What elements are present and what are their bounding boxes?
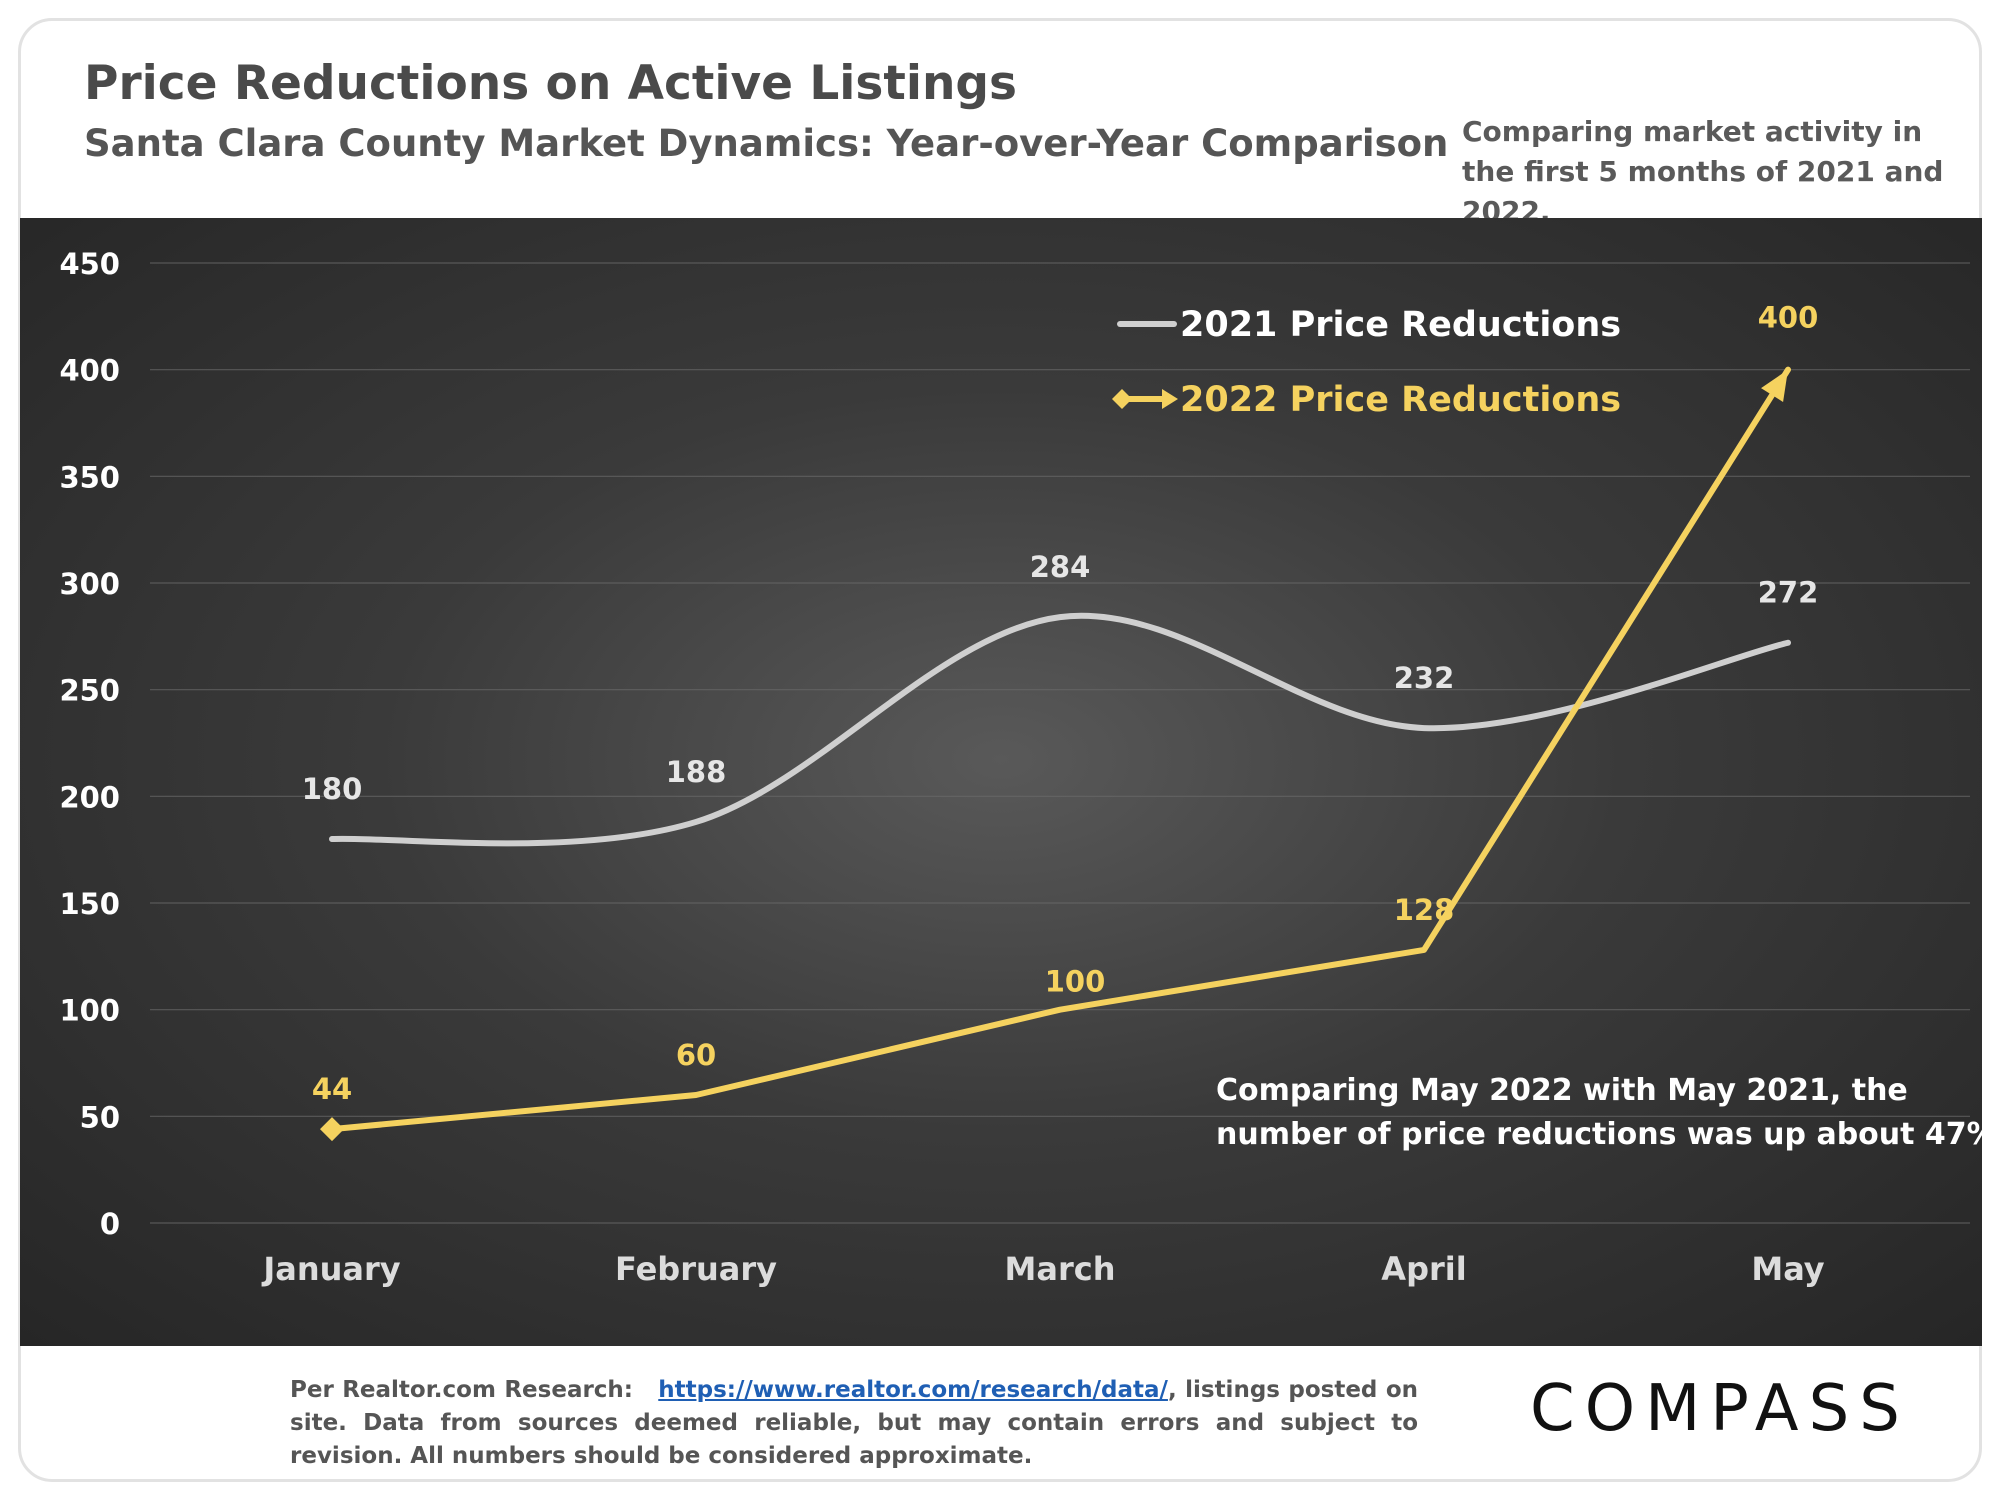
data-label-2021: 180: [302, 772, 363, 806]
annotation-text: Comparing May 2022 with May 2021, the num…: [1216, 1073, 1982, 1152]
y-tick-label: 450: [59, 247, 120, 281]
data-label-2021: 188: [666, 755, 727, 789]
y-tick-label: 0: [100, 1207, 120, 1241]
legend-diamond-2022: [1112, 389, 1132, 409]
data-label-2022: 44: [312, 1072, 352, 1106]
x-tick-label: April: [1381, 1250, 1466, 1288]
x-tick-label: May: [1751, 1250, 1824, 1288]
x-tick-label: January: [261, 1250, 400, 1288]
legend-arrow-2022: [1162, 389, 1178, 409]
source-suffix: , listings posted on site. Data from sou…: [290, 1377, 1418, 1469]
data-label-2021: 284: [1030, 550, 1091, 584]
source-link[interactable]: https://www.realtor.com/research/data/: [658, 1377, 1168, 1403]
line-chart: 0 50 100 150 200 250 300 350 400 450 January Februa…: [59, 247, 1982, 1288]
x-tick-label: March: [1005, 1250, 1116, 1288]
data-label-2022: 60: [676, 1038, 716, 1072]
chart-title: Price Reductions on Active Listings: [84, 56, 1018, 111]
legend-label-2022: 2022 Price Reductions: [1180, 380, 1621, 420]
annotation-line-1: Comparing May 2022 with May 2021, the: [1216, 1073, 1908, 1108]
y-tick-label: 250: [59, 674, 120, 708]
compass-logo: COMPASS: [1530, 1372, 1910, 1446]
y-tick-label: 200: [59, 780, 120, 814]
x-tick-label: February: [615, 1250, 777, 1288]
data-label-2021: 272: [1758, 576, 1819, 610]
series-line-1: [329, 612, 1791, 847]
series-start-marker: [320, 1117, 344, 1142]
y-tick-label: 350: [59, 460, 120, 494]
y-tick-label: 50: [80, 1100, 120, 1134]
y-tick-label: 300: [59, 567, 120, 601]
data-label-2022: 400: [1758, 301, 1819, 335]
data-label-2022: 128: [1394, 893, 1455, 927]
legend-label-2021: 2021 Price Reductions: [1180, 305, 1621, 345]
series-end-arrow: [1761, 369, 1788, 402]
source-footnote: Per Realtor.com Research: https://www.re…: [290, 1374, 1418, 1473]
annotation-line-2: number of price reductions was up about …: [1216, 1117, 1982, 1152]
y-tick-label: 400: [59, 354, 120, 388]
data-label-2021: 232: [1394, 661, 1455, 695]
y-tick-label: 100: [59, 994, 120, 1028]
y-tick-label: 150: [59, 887, 120, 921]
series-line-2: [329, 366, 1791, 1133]
source-prefix: Per Realtor.com Research:: [290, 1377, 634, 1403]
side-note: Comparing market activity in the first 5…: [1462, 115, 1944, 228]
data-label-2022: 100: [1045, 965, 1106, 999]
chart-panel: 0 50 100 150 200 250 300 350 400 450 January Februa…: [20, 218, 1982, 1346]
chart-subtitle: Santa Clara County Market Dynamics: Year…: [84, 122, 1449, 165]
